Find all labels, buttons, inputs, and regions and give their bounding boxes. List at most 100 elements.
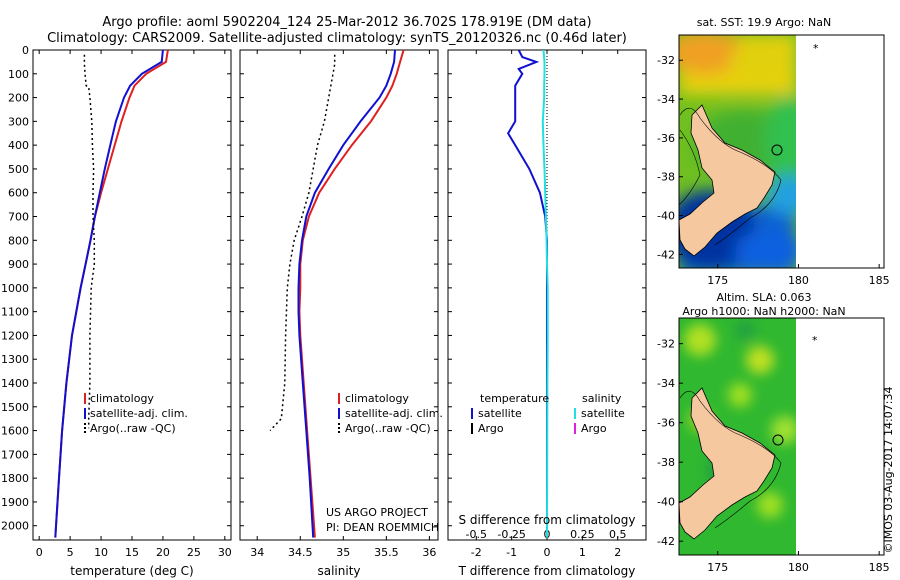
difference-xlabel: T difference from climatology bbox=[458, 564, 636, 578]
x-tick-label: 25 bbox=[187, 546, 201, 559]
y-tick-label: 2000 bbox=[1, 520, 29, 533]
map-y-tick-label: -36 bbox=[657, 132, 675, 145]
y-tick-label: 200 bbox=[8, 92, 29, 105]
series-line-argo-raw-qc- bbox=[269, 54, 336, 432]
sla-map bbox=[679, 318, 796, 555]
legend-label: Argo(..raw -QC) bbox=[345, 422, 431, 435]
salinity-xlabel: salinity bbox=[317, 564, 360, 578]
chart-subtitle: Climatology: CARS2009. Satellite-adjuste… bbox=[47, 31, 627, 46]
map-y-tick-label: -40 bbox=[657, 210, 675, 223]
series-line-climatology bbox=[54, 50, 169, 538]
chart-title: Argo profile: aoml 5902204_124 25-Mar-20… bbox=[102, 15, 591, 30]
map-y-tick-label: -36 bbox=[657, 417, 675, 430]
y-tick-label: 800 bbox=[8, 234, 29, 247]
salinity-axes bbox=[239, 49, 439, 541]
sst-map bbox=[679, 35, 796, 268]
x-tick-label: 5 bbox=[67, 546, 74, 559]
y-tick-label: 1100 bbox=[1, 306, 29, 319]
map-y-tick-label: -32 bbox=[657, 338, 675, 351]
map-y-tick-label: -38 bbox=[657, 456, 675, 469]
legend-label: satellite-adj. clim. bbox=[90, 407, 188, 420]
sst-map-title: sat. SST: 19.9 Argo: NaN bbox=[697, 16, 831, 29]
axis-ticks: 0100200300400500600700800900100011001200… bbox=[1, 44, 646, 559]
map-marker: * bbox=[812, 334, 818, 347]
legend-label: climatology bbox=[345, 392, 409, 405]
x-tick-label: 20 bbox=[156, 546, 170, 559]
y-tick-label: 900 bbox=[8, 258, 29, 271]
sla-map-subtitle: Argo h1000: NaN h2000: NaN bbox=[682, 305, 845, 318]
x-top-tick-label: 0.25 bbox=[570, 528, 595, 541]
x-tick-label: 1 bbox=[579, 546, 586, 559]
x-tick-label: 2 bbox=[614, 546, 621, 559]
panel-series bbox=[269, 50, 405, 538]
legend-group-title: temperature bbox=[480, 392, 549, 405]
sla-map-ticks: 175 180 185 -32 -34 -36 -38 -40 -42 bbox=[657, 338, 890, 574]
map-y-tick-label: -40 bbox=[657, 496, 675, 509]
x-tick-label: 35 bbox=[336, 546, 350, 559]
x-tick-label: -2 bbox=[471, 546, 482, 559]
legend-label: satellite bbox=[478, 407, 522, 420]
y-tick-label: 1400 bbox=[1, 377, 29, 390]
map-y-tick-label: -42 bbox=[657, 248, 675, 261]
y-tick-label: 1700 bbox=[1, 448, 29, 461]
y-tick-label: 1900 bbox=[1, 496, 29, 509]
temperature-axes bbox=[32, 49, 232, 541]
x-tick-label: 34.5 bbox=[288, 546, 313, 559]
sla-map-frame bbox=[678, 317, 885, 556]
sst-map-ticks: 175 180 185 -32 -34 -36 -38 -40 -42 bbox=[657, 54, 890, 287]
imos-timestamp: ©IMOS 03-Aug-2017 14:07:34 bbox=[882, 387, 895, 554]
x-tick-label: 0 bbox=[36, 546, 43, 559]
y-tick-label: 1800 bbox=[1, 472, 29, 485]
temperature-legend: climatology satellite-adj. clim. Argo(..… bbox=[84, 392, 188, 435]
series-line-satellite-adj-clim- bbox=[297, 50, 396, 538]
y-tick-label: 400 bbox=[8, 139, 29, 152]
y-tick-label: 0 bbox=[22, 44, 29, 57]
x-tick-label: 36 bbox=[422, 546, 436, 559]
y-tick-label: 1300 bbox=[1, 353, 29, 366]
x-tick-label: 34 bbox=[250, 546, 264, 559]
map-y-tick-label: -34 bbox=[657, 93, 675, 106]
legend-group-title: salinity bbox=[582, 392, 622, 405]
legend-label: climatology bbox=[90, 392, 154, 405]
difference-top-xlabel: S difference from climatology bbox=[459, 513, 636, 527]
y-tick-label: 1000 bbox=[1, 282, 29, 295]
series-line-satellite bbox=[541, 50, 549, 538]
salinity-legend: climatology satellite-adj. clim. Argo(..… bbox=[338, 392, 443, 435]
x-tick-label: 0 bbox=[544, 546, 551, 559]
x-tick-label: -1 bbox=[506, 546, 517, 559]
series-line-argo-raw-qc- bbox=[83, 54, 96, 429]
series-line-satellite-adj-clim- bbox=[54, 50, 164, 538]
map-y-tick-label: -38 bbox=[657, 171, 675, 184]
map-x-tick-label: 175 bbox=[707, 561, 728, 574]
map-y-tick-label: -34 bbox=[657, 377, 675, 390]
difference-legend: temperature satellite Argo salinity sate… bbox=[471, 392, 625, 435]
y-tick-label: 1500 bbox=[1, 401, 29, 414]
x-top-tick-label: 0.5 bbox=[609, 528, 627, 541]
project-credit: US ARGO PROJECT bbox=[326, 506, 428, 519]
pi-credit: PI: DEAN ROEMMICH bbox=[326, 521, 439, 534]
map-y-tick-label: -42 bbox=[657, 535, 675, 548]
map-marker: * bbox=[813, 42, 819, 55]
y-tick-label: 600 bbox=[8, 187, 29, 200]
series-line-climatology bbox=[298, 50, 405, 538]
y-tick-label: 1200 bbox=[1, 329, 29, 342]
series-line-satellite bbox=[506, 50, 548, 538]
map-x-tick-label: 180 bbox=[788, 274, 809, 287]
sst-map-frame bbox=[678, 34, 885, 269]
x-tick-label: 35.5 bbox=[374, 546, 399, 559]
y-tick-label: 300 bbox=[8, 115, 29, 128]
legend-label: satellite bbox=[581, 407, 625, 420]
map-y-tick-label: -32 bbox=[657, 54, 675, 67]
panel-series bbox=[54, 50, 169, 538]
x-top-tick-label: -0.25 bbox=[497, 528, 525, 541]
y-tick-label: 500 bbox=[8, 163, 29, 176]
legend-label: satellite-adj. clim. bbox=[345, 407, 443, 420]
y-tick-label: 1600 bbox=[1, 425, 29, 438]
map-x-tick-label: 180 bbox=[788, 561, 809, 574]
map-x-tick-label: 185 bbox=[869, 561, 890, 574]
panel-series bbox=[506, 50, 549, 538]
x-tick-label: 15 bbox=[125, 546, 139, 559]
profile-lines bbox=[54, 50, 549, 540]
temperature-xlabel: temperature (deg C) bbox=[70, 564, 193, 578]
